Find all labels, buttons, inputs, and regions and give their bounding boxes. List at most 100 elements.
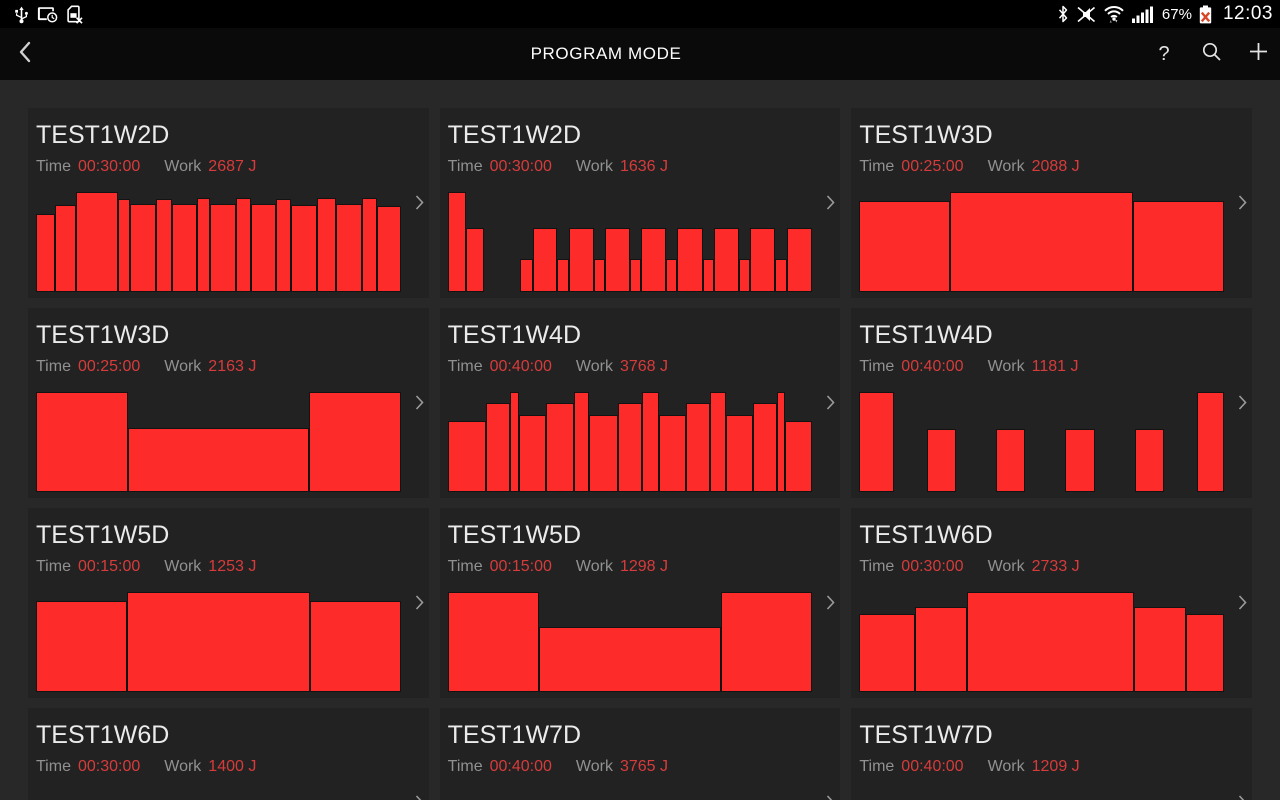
interval-bar [309,601,401,692]
app-bar-actions: ? [1152,28,1270,80]
interval-chart [859,192,1224,292]
program-card[interactable]: TEST1W5D Time 00:15:00 Work 1298 J [439,508,841,698]
program-title: TEST1W3D [36,321,170,349]
usb-icon [13,5,30,24]
interval-bar [617,403,643,492]
work-value: 1636 J [619,158,668,175]
interval-bar [665,259,677,292]
time-value: 00:40:00 [901,358,964,375]
program-title: TEST1W2D [447,121,582,149]
bluetooth-icon [1057,5,1069,23]
interval-bar [118,199,131,292]
work-label: Work [164,758,202,775]
program-card[interactable]: TEST1W3D Time 00:25:00 Work 2088 J [851,108,1252,298]
interval-chart [448,792,813,800]
work-label: Work [987,758,1025,775]
interval-chart [447,592,813,692]
status-right-icons: 67% 12:03 [1057,3,1273,25]
program-card[interactable]: TEST1W6D Time 00:30:00 Work 2733 J [851,508,1252,698]
interval-bar [447,421,486,492]
search-button[interactable] [1199,28,1223,80]
program-card[interactable]: TEST1W7D Time 00:40:00 Work 1209 J [851,708,1252,800]
add-button[interactable] [1246,28,1270,80]
interval-bar [485,403,511,492]
program-title: TEST1W5D [36,521,170,549]
program-card[interactable]: TEST1W2D Time 00:30:00 Work 2687 J [28,108,429,298]
program-grid: TEST1W2D Time 00:30:00 Work 2687 J TEST1… [28,108,1252,800]
interval-bar [520,259,533,292]
back-button[interactable] [0,28,48,80]
work-value: 1253 J [208,558,257,575]
interval-bar [55,205,77,292]
interval-bar [710,392,726,492]
work-label: Work [575,758,613,775]
interval-bar [777,392,786,492]
interval-bar [753,403,778,492]
interval-bar [604,228,630,292]
program-meta: Time 00:15:00 Work 1253 J [28,550,429,576]
chevron-right-icon [415,795,424,800]
interval-chart [36,192,401,292]
work-label: Work [164,558,202,575]
help-button[interactable]: ? [1152,28,1176,80]
work-value: 1181 J [1031,358,1079,375]
interval-bar [250,204,277,292]
time-value: 00:25:00 [77,358,141,375]
program-card[interactable]: TEST1W2D Time 00:30:00 Work 1636 J [439,108,841,298]
program-title: TEST1W4D [859,321,993,349]
interval-chart [36,592,401,692]
interval-bar [859,201,951,292]
interval-bar [291,205,318,292]
time-label: Time [447,758,483,775]
chevron-right-icon [415,395,424,416]
work-label: Work [987,358,1025,375]
interval-bar [713,228,740,292]
program-card[interactable]: TEST1W4D Time 00:40:00 Work 3768 J [439,308,841,498]
program-card[interactable]: TEST1W5D Time 00:15:00 Work 1253 J [28,508,429,698]
interval-bar [510,392,519,492]
interval-bar [785,421,813,492]
work-value: 3765 J [619,758,668,775]
program-meta: Time 00:40:00 Work 1181 J [851,350,1252,376]
program-meta: Time 00:40:00 Work 3765 J [440,750,841,776]
time-value: 00:25:00 [901,158,964,175]
no-sim-icon [65,5,83,24]
interval-bar [568,228,594,292]
interval-bar [210,204,236,292]
program-card[interactable]: TEST1W7D Time 00:40:00 Work 3765 J [439,708,841,800]
status-left-icons [13,5,83,24]
program-meta: Time 00:30:00 Work 1400 J [28,750,429,776]
chevron-right-icon [1238,795,1247,800]
work-value: 2687 J [208,158,257,175]
chevron-right-icon [1238,595,1247,616]
interval-bar [545,403,574,492]
interval-bar [36,214,56,292]
time-value: 00:30:00 [489,158,552,175]
program-card[interactable]: TEST1W4D Time 00:40:00 Work 1181 J [851,308,1252,498]
program-card[interactable]: TEST1W6D Time 00:30:00 Work 1400 J [28,708,429,800]
interval-bar [127,428,309,492]
interval-bar [926,429,957,492]
interval-bar [573,392,589,492]
interval-bar [539,627,721,692]
app-bar: PROGRAM MODE ? [0,28,1280,80]
status-bar: 67% 12:03 [0,0,1280,28]
chevron-right-icon [415,195,424,216]
interval-bar [1065,429,1095,492]
interval-bar [276,199,292,292]
interval-chart [859,792,1224,800]
work-value: 2163 J [208,358,257,375]
work-label: Work [575,158,613,175]
interval-chart [859,392,1224,492]
work-label: Work [164,158,202,175]
chevron-left-icon [18,41,31,68]
interval-chart [447,392,813,492]
time-label: Time [859,558,895,575]
interval-bar [967,592,1135,692]
wifi-icon [1103,5,1125,23]
program-card[interactable]: TEST1W3D Time 00:25:00 Work 2163 J [28,308,429,498]
work-value: 1209 J [1031,758,1080,775]
interval-bar [629,259,641,292]
time-label: Time [447,158,483,175]
interval-bar [335,204,363,292]
